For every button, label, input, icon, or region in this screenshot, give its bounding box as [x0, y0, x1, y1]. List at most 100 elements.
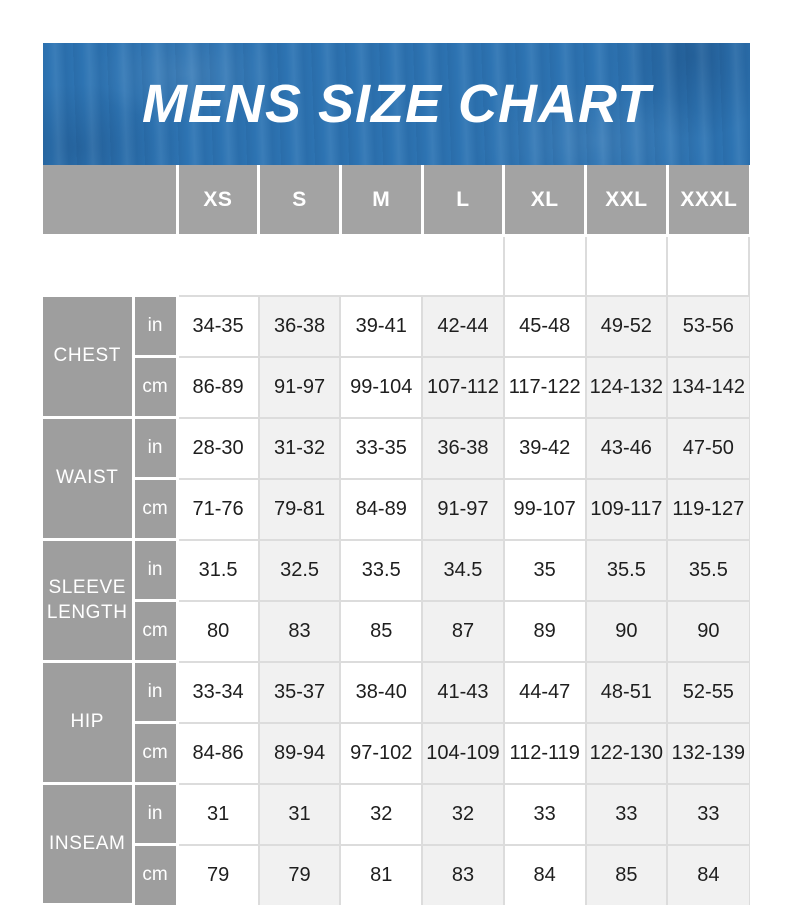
spacer-cell [666, 235, 750, 296]
measurement-row: cm 79 79 81 83 84 85 84 [43, 843, 750, 905]
size-chart: MENS SIZE CHART XS S M L XL XXL XXXL [43, 43, 750, 906]
size-value-cell: 36-38 [421, 416, 505, 480]
size-value-cell: 39-41 [339, 294, 424, 358]
unit-label: cm [131, 843, 179, 905]
row-label: WAIST [43, 416, 135, 541]
spacer-cell [422, 235, 504, 296]
unit-label: in [131, 660, 179, 724]
size-value-cell: 32 [339, 782, 424, 846]
size-value-cell: 35 [502, 538, 587, 602]
size-value-cell: 84 [666, 843, 750, 905]
size-value-cell: 124-132 [584, 355, 669, 419]
size-value-cell: 52-55 [666, 660, 750, 724]
measurement-row: CHEST in 34-35 36-38 39-41 42-44 45-48 49-52 53-… [43, 294, 750, 419]
size-value-cell: 41-43 [421, 660, 505, 724]
measurement-row: cm 84-86 89-94 97-102 104-109 112-119 122-130 1… [43, 721, 750, 785]
size-value-cell: 33.5 [339, 538, 424, 602]
size-value-cell: 122-130 [584, 721, 669, 785]
size-value-cell: 32 [421, 782, 505, 846]
size-value-cell: 33 [584, 782, 669, 846]
spacer-cell [43, 235, 177, 296]
size-value-cell: 49-52 [584, 294, 669, 358]
size-value-cell: 53-56 [666, 294, 750, 358]
size-value-cell: 34-35 [176, 294, 260, 358]
size-value-cell: 134-142 [666, 355, 750, 419]
size-value-cell: 45-48 [502, 294, 587, 358]
measurement-row: HIP in 33-34 35-37 38-40 41-43 44-47 48-51 52-55 [43, 660, 750, 785]
size-value-cell: 79 [257, 843, 342, 905]
size-value-cell: 79 [176, 843, 260, 905]
spacer-cell [177, 235, 259, 296]
unit-label: in [131, 294, 179, 358]
size-column-header-xs: XS [175, 165, 261, 237]
measurement-row: SLEEVE LENGTH in 31.5 32.5 33.5 34.5 35 35.5 35.… [43, 538, 750, 663]
size-value-cell: 87 [421, 599, 505, 663]
size-column-header-xl: XL [502, 165, 588, 237]
size-value-cell: 35-37 [257, 660, 342, 724]
size-value-cell: 83 [421, 843, 505, 905]
size-value-cell: 33-34 [176, 660, 260, 724]
size-value-cell: 71-76 [176, 477, 260, 541]
size-column-header-xxxl: XXXL [665, 165, 749, 237]
measurement-row: cm 71-76 79-81 84-89 91-97 99-107 109-117 119-1… [43, 477, 750, 541]
size-value-cell: 31 [257, 782, 342, 846]
size-column-header-l: L [420, 165, 506, 237]
size-value-cell: 39-42 [502, 416, 587, 480]
size-value-cell: 80 [176, 599, 260, 663]
size-value-cell: 112-119 [502, 721, 587, 785]
size-value-cell: 48-51 [584, 660, 669, 724]
row-label: INSEAM [43, 782, 135, 906]
unit-label: cm [131, 477, 179, 541]
size-value-cell: 34.5 [421, 538, 505, 602]
unit-label: in [131, 782, 179, 846]
unit-label: in [131, 416, 179, 480]
unit-label: cm [131, 721, 179, 785]
page-title: MENS SIZE CHART [141, 74, 652, 134]
size-value-cell: 117-122 [502, 355, 587, 419]
size-value-cell: 119-127 [666, 477, 750, 541]
size-table: XS S M L XL XXL XXXL CHEST in 34-35 36-38 39… [43, 165, 750, 906]
spacer-cell [258, 235, 341, 296]
size-header-row: XS S M L XL XXL XXXL [43, 165, 749, 237]
size-value-cell: 79-81 [257, 477, 342, 541]
corner-cell [43, 165, 179, 237]
size-value-cell: 109-117 [584, 477, 669, 541]
size-value-cell: 33 [502, 782, 587, 846]
size-value-cell: 44-47 [502, 660, 587, 724]
size-value-cell: 32.5 [257, 538, 342, 602]
size-column-header-m: M [338, 165, 424, 237]
spacer-row [43, 235, 750, 296]
size-value-cell: 84-86 [176, 721, 260, 785]
size-value-cell: 86-89 [176, 355, 260, 419]
size-value-cell: 31-32 [257, 416, 342, 480]
size-value-cell: 35.5 [666, 538, 750, 602]
row-label: CHEST [43, 294, 135, 419]
size-value-cell: 47-50 [666, 416, 750, 480]
size-value-cell: 99-104 [339, 355, 424, 419]
size-value-cell: 99-107 [502, 477, 587, 541]
spacer-cell [502, 235, 586, 296]
measurement-row: INSEAM in 31 31 32 32 33 33 33 [43, 782, 750, 906]
measurement-row: cm 80 83 85 87 89 90 90 [43, 599, 750, 663]
chart-title-banner: MENS SIZE CHART [43, 43, 750, 165]
row-label: SLEEVE LENGTH [43, 538, 135, 663]
size-value-cell: 31.5 [176, 538, 260, 602]
unit-label: in [131, 538, 179, 602]
size-value-cell: 107-112 [421, 355, 505, 419]
measurement-row: cm 86-89 91-97 99-104 107-112 117-122 124-132 1… [43, 355, 750, 419]
size-value-cell: 89 [502, 599, 587, 663]
measurement-row: WAIST in 28-30 31-32 33-35 36-38 39-42 43-46 47-… [43, 416, 750, 541]
spacer-cell [584, 235, 668, 296]
size-column-header-xxl: XXL [584, 165, 669, 237]
size-value-cell: 91-97 [257, 355, 342, 419]
size-value-cell: 85 [584, 843, 669, 905]
size-column-header-s: S [257, 165, 342, 237]
size-value-cell: 104-109 [421, 721, 505, 785]
size-value-cell: 36-38 [257, 294, 342, 358]
size-value-cell: 33 [666, 782, 750, 846]
size-table-body: CHEST in 34-35 36-38 39-41 42-44 45-48 49-52 53-… [43, 294, 750, 906]
size-value-cell: 90 [584, 599, 669, 663]
size-value-cell: 33-35 [339, 416, 424, 480]
size-value-cell: 43-46 [584, 416, 669, 480]
size-value-cell: 35.5 [584, 538, 669, 602]
